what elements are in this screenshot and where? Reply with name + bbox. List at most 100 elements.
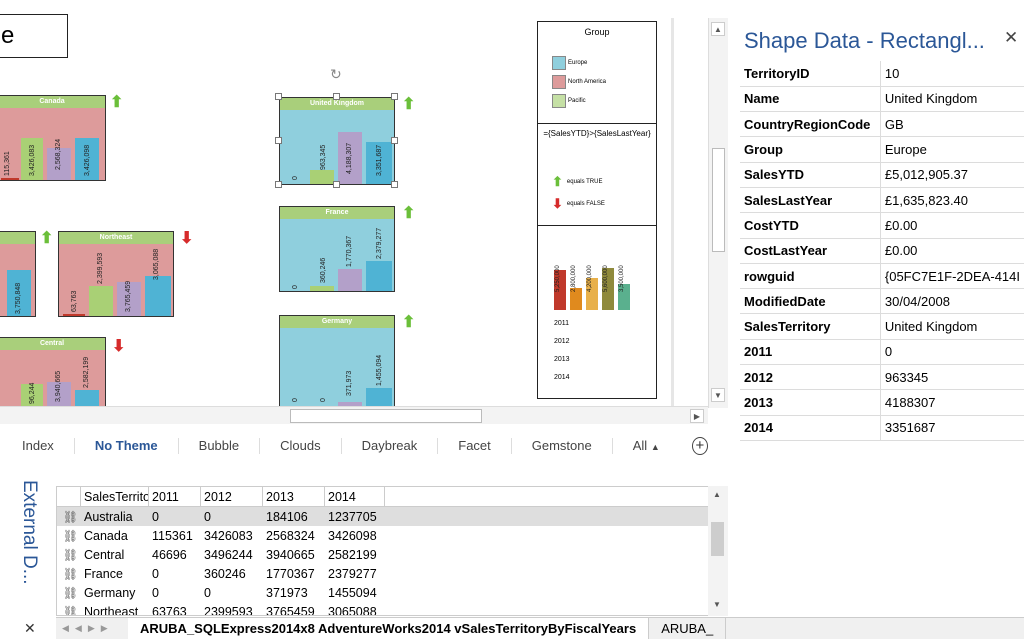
table-row[interactable]: ⛓ France 0 360246 1770367 2379277	[57, 564, 727, 583]
grid-vertical-scrollbar[interactable]: ▲ ▼	[708, 486, 728, 616]
territory-card-central[interactable]: Central 96,244 3,940,665 2,582,199	[0, 337, 106, 408]
table-cell[interactable]: 0	[152, 585, 159, 600]
table-cell[interactable]: 371973	[266, 585, 308, 600]
scroll-down-icon[interactable]: ▼	[713, 600, 721, 609]
title-shape[interactable]: e	[0, 14, 68, 58]
tab-clouds[interactable]: Clouds	[260, 438, 342, 454]
canvas-vertical-scrollbar[interactable]: ▲ ▼	[708, 18, 728, 408]
selection-handle[interactable]	[275, 181, 282, 188]
shape-data-row[interactable]: rowguid {05FC7E1F-2DEA-414I	[740, 263, 1024, 290]
sheet-tab[interactable]: ARUBA_	[649, 617, 727, 639]
scroll-down-icon[interactable]: ▼	[711, 388, 725, 402]
property-value[interactable]: £0.00	[880, 212, 1024, 239]
selection-handle[interactable]	[391, 137, 398, 144]
property-value[interactable]: £1,635,823.40	[880, 187, 1024, 214]
property-value[interactable]: United Kingdom	[880, 86, 1024, 113]
property-value[interactable]: United Kingdom	[880, 313, 1024, 340]
selection-handle[interactable]	[391, 181, 398, 188]
table-cell[interactable]: 3426083	[204, 528, 253, 543]
territory-card-germany[interactable]: Germany 0 0 371,973 1,455,094	[279, 315, 395, 408]
property-value[interactable]: {05FC7E1F-2DEA-414I	[880, 263, 1024, 290]
column-header[interactable]: 2013	[263, 487, 325, 507]
close-icon[interactable]: ✕	[24, 620, 36, 636]
scroll-thumb[interactable]	[712, 148, 725, 252]
scroll-thumb[interactable]	[711, 522, 724, 556]
property-value[interactable]: 4188307	[880, 389, 1024, 416]
tab-daybreak[interactable]: Daybreak	[342, 438, 439, 454]
table-row[interactable]: ⛓ Central 46696 3496244 3940665 2582199	[57, 545, 727, 564]
column-header[interactable]: 2014	[325, 487, 385, 507]
selection-handle[interactable]	[391, 93, 398, 100]
table-cell[interactable]: France	[84, 566, 123, 581]
scroll-up-icon[interactable]: ▲	[711, 22, 725, 36]
tab-index[interactable]: Index	[0, 438, 75, 454]
tab-all[interactable]: All ▲	[613, 438, 680, 454]
drawing-canvas[interactable]: e Canada 115,361 3,426,083 2,568,324 3,4…	[0, 0, 708, 408]
table-cell[interactable]: 1770367	[266, 566, 315, 581]
shape-data-row[interactable]: 2011 0	[740, 339, 1024, 366]
shape-data-row[interactable]: CostLastYear £0.00	[740, 238, 1024, 264]
sheet-nav-arrows-icon[interactable]: ◀◀▶▶	[62, 623, 114, 633]
shape-data-row[interactable]: Name United Kingdom	[740, 86, 1024, 113]
selection-handle[interactable]	[275, 137, 282, 144]
table-cell[interactable]: 2399593	[204, 604, 253, 616]
shape-data-row[interactable]: 2012 963345	[740, 364, 1024, 391]
table-cell[interactable]: 0	[204, 585, 211, 600]
table-cell[interactable]: Germany	[84, 585, 136, 600]
canvas-horizontal-scrollbar[interactable]: ▶	[0, 406, 708, 424]
rotate-handle-icon[interactable]: ↻	[330, 66, 342, 82]
property-value[interactable]: 0	[880, 339, 1024, 366]
table-row[interactable]: ⛓ Germany 0 0 371973 1455094	[57, 583, 727, 602]
shape-data-row[interactable]: SalesTerritory United Kingdom	[740, 313, 1024, 340]
tab-gemstone[interactable]: Gemstone	[512, 438, 613, 454]
table-cell[interactable]: 63763	[152, 604, 187, 616]
property-value[interactable]: GB	[880, 111, 1024, 138]
table-cell[interactable]: Northeast	[84, 604, 139, 616]
territory-card-northeast[interactable]: Northeast 63,763 2,399,593 3,765,459 3,0…	[58, 231, 174, 317]
selection-handle[interactable]	[333, 93, 340, 100]
table-cell[interactable]: 1455094	[328, 585, 377, 600]
table-cell[interactable]: 184106	[266, 509, 308, 524]
table-cell[interactable]: 46696	[152, 547, 187, 562]
property-value[interactable]: Europe	[880, 136, 1024, 163]
table-cell[interactable]: 3426098	[328, 528, 377, 543]
scroll-right-icon[interactable]: ▶	[690, 409, 704, 423]
sheet-tab-active[interactable]: ARUBA_SQLExpress2014x8 AdventureWorks201…	[128, 617, 650, 639]
scroll-thumb[interactable]	[290, 409, 482, 423]
scroll-up-icon[interactable]: ▲	[713, 490, 721, 499]
table-cell[interactable]: 0	[152, 566, 159, 581]
selection-handle[interactable]	[333, 181, 340, 188]
shape-data-row[interactable]: CountryRegionCode GB	[740, 111, 1024, 138]
table-cell[interactable]: 2582199	[328, 547, 377, 562]
shape-data-row[interactable]: SalesLastYear £1,635,823.40	[740, 187, 1024, 214]
property-value[interactable]: 30/04/2008	[880, 288, 1024, 315]
property-value[interactable]: 3351687	[880, 415, 1024, 441]
shape-data-row[interactable]: ModifiedDate 30/04/2008	[740, 288, 1024, 315]
table-cell[interactable]: 1237705	[328, 509, 377, 524]
property-value[interactable]: £0.00	[880, 238, 1024, 264]
legend-panel[interactable]: Group Europe North America Pacific ={Sal…	[537, 21, 657, 399]
table-cell[interactable]: 3940665	[266, 547, 315, 562]
table-row[interactable]: ⛓ Canada 115361 3426083 2568324 3426098	[57, 526, 727, 545]
column-header[interactable]: SalesTerrito	[81, 487, 149, 507]
external-data-grid[interactable]: SalesTerrito 2011 2012 2013 2014 ⛓ Austra…	[56, 486, 728, 616]
column-header[interactable]: 2011	[149, 487, 201, 507]
table-cell[interactable]: 0	[152, 509, 159, 524]
column-header[interactable]: 2012	[201, 487, 263, 507]
shape-data-row[interactable]: 2014 3351687	[740, 415, 1024, 441]
table-cell[interactable]: 0	[204, 509, 211, 524]
territory-card-france[interactable]: France 0 360,246 1,770,367 2,379,277	[279, 206, 395, 292]
table-cell[interactable]: Canada	[84, 528, 128, 543]
property-value[interactable]: 10	[880, 61, 1024, 87]
table-cell[interactable]: Australia	[84, 509, 133, 524]
close-icon[interactable]: ✕	[1004, 28, 1019, 47]
table-cell[interactable]: 3065088	[328, 604, 377, 616]
shape-data-row[interactable]: TerritoryID 10	[740, 61, 1024, 87]
tab-bubble[interactable]: Bubble	[179, 438, 261, 454]
table-cell[interactable]: Central	[84, 547, 125, 562]
territory-card-united-kingdom[interactable]: United Kingdom 0 963,345 4,188,307 3,351…	[279, 97, 395, 185]
add-tab-button[interactable]: +	[691, 437, 708, 455]
shape-data-row[interactable]: 2013 4188307	[740, 389, 1024, 416]
tab-no-theme[interactable]: No Theme	[75, 438, 179, 454]
shape-data-row[interactable]: Group Europe	[740, 136, 1024, 163]
